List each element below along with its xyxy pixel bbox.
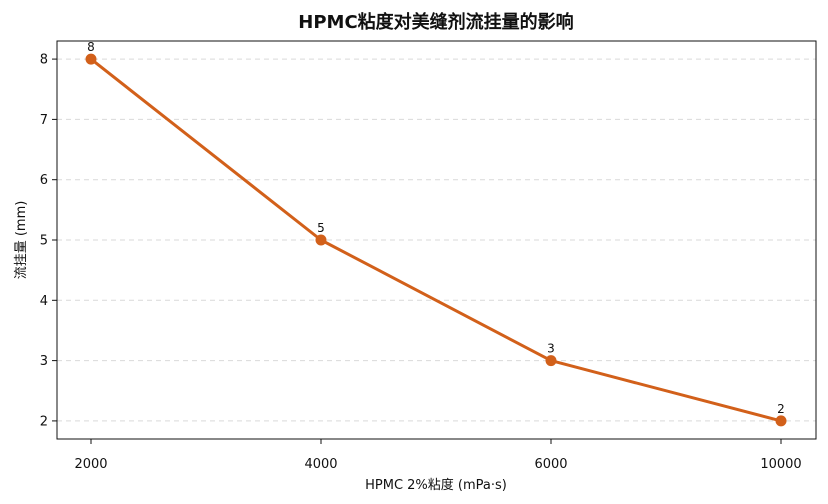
x-tick-label: 6000 xyxy=(534,457,567,472)
y-tick-label: 4 xyxy=(40,294,48,309)
data-point xyxy=(775,415,787,427)
data-label: 3 xyxy=(547,342,555,356)
series xyxy=(85,53,787,427)
y-tick-label: 3 xyxy=(40,354,48,369)
x-tick-label: 10000 xyxy=(760,457,801,472)
data-label: 8 xyxy=(87,40,95,54)
data-point xyxy=(545,355,557,367)
y-tick-label: 8 xyxy=(40,53,48,68)
y-tick-label: 2 xyxy=(40,414,48,429)
x-tick-label: 2000 xyxy=(74,457,107,472)
data-point xyxy=(85,53,97,65)
data-label: 2 xyxy=(777,402,785,416)
series-line xyxy=(89,57,783,423)
x-axis-label: HPMC 2%粘度 (mPa·s) xyxy=(365,477,507,493)
y-axis: 2 3 4 5 6 7 8 xyxy=(40,53,57,429)
data-point xyxy=(315,234,327,246)
data-label: 5 xyxy=(317,221,325,235)
y-tick-label: 6 xyxy=(40,173,48,188)
x-tick-label: 4000 xyxy=(304,457,337,472)
chart-title: HPMC粘度对美缝剂流挂量的影响 xyxy=(298,11,573,33)
y-tick-label: 7 xyxy=(40,113,48,128)
y-axis-label: 流挂量 (mm) xyxy=(14,201,29,280)
data-labels: 8 5 3 2 xyxy=(87,40,785,416)
x-axis: 2000 4000 6000 10000 xyxy=(74,439,802,472)
y-tick-label: 5 xyxy=(40,234,48,249)
grid-lines xyxy=(57,58,816,422)
